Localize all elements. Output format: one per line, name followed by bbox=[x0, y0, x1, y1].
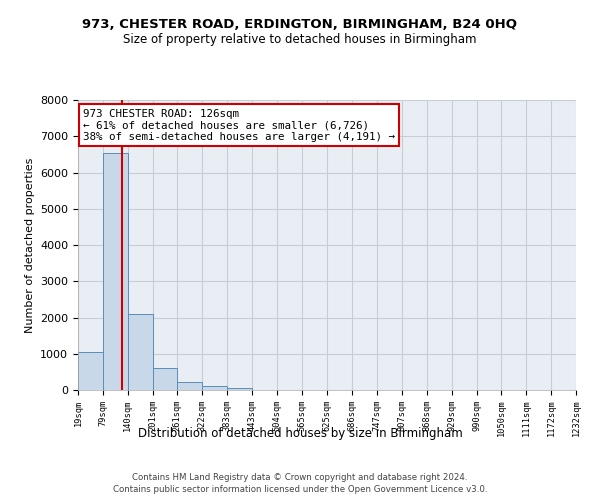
Bar bbox=[153, 368, 178, 390]
Bar bbox=[78, 352, 103, 390]
Text: Size of property relative to detached houses in Birmingham: Size of property relative to detached ho… bbox=[123, 32, 477, 46]
Text: Contains public sector information licensed under the Open Government Licence v3: Contains public sector information licen… bbox=[113, 485, 487, 494]
Bar bbox=[128, 314, 153, 390]
Text: Contains HM Land Registry data © Crown copyright and database right 2024.: Contains HM Land Registry data © Crown c… bbox=[132, 472, 468, 482]
Text: 973 CHESTER ROAD: 126sqm
← 61% of detached houses are smaller (6,726)
38% of sem: 973 CHESTER ROAD: 126sqm ← 61% of detach… bbox=[83, 108, 395, 142]
Bar bbox=[178, 382, 202, 390]
Bar bbox=[103, 152, 128, 390]
Text: 973, CHESTER ROAD, ERDINGTON, BIRMINGHAM, B24 0HQ: 973, CHESTER ROAD, ERDINGTON, BIRMINGHAM… bbox=[83, 18, 517, 30]
Text: Distribution of detached houses by size in Birmingham: Distribution of detached houses by size … bbox=[137, 428, 463, 440]
Bar bbox=[202, 386, 227, 390]
Bar bbox=[227, 388, 252, 390]
Y-axis label: Number of detached properties: Number of detached properties bbox=[25, 158, 35, 332]
